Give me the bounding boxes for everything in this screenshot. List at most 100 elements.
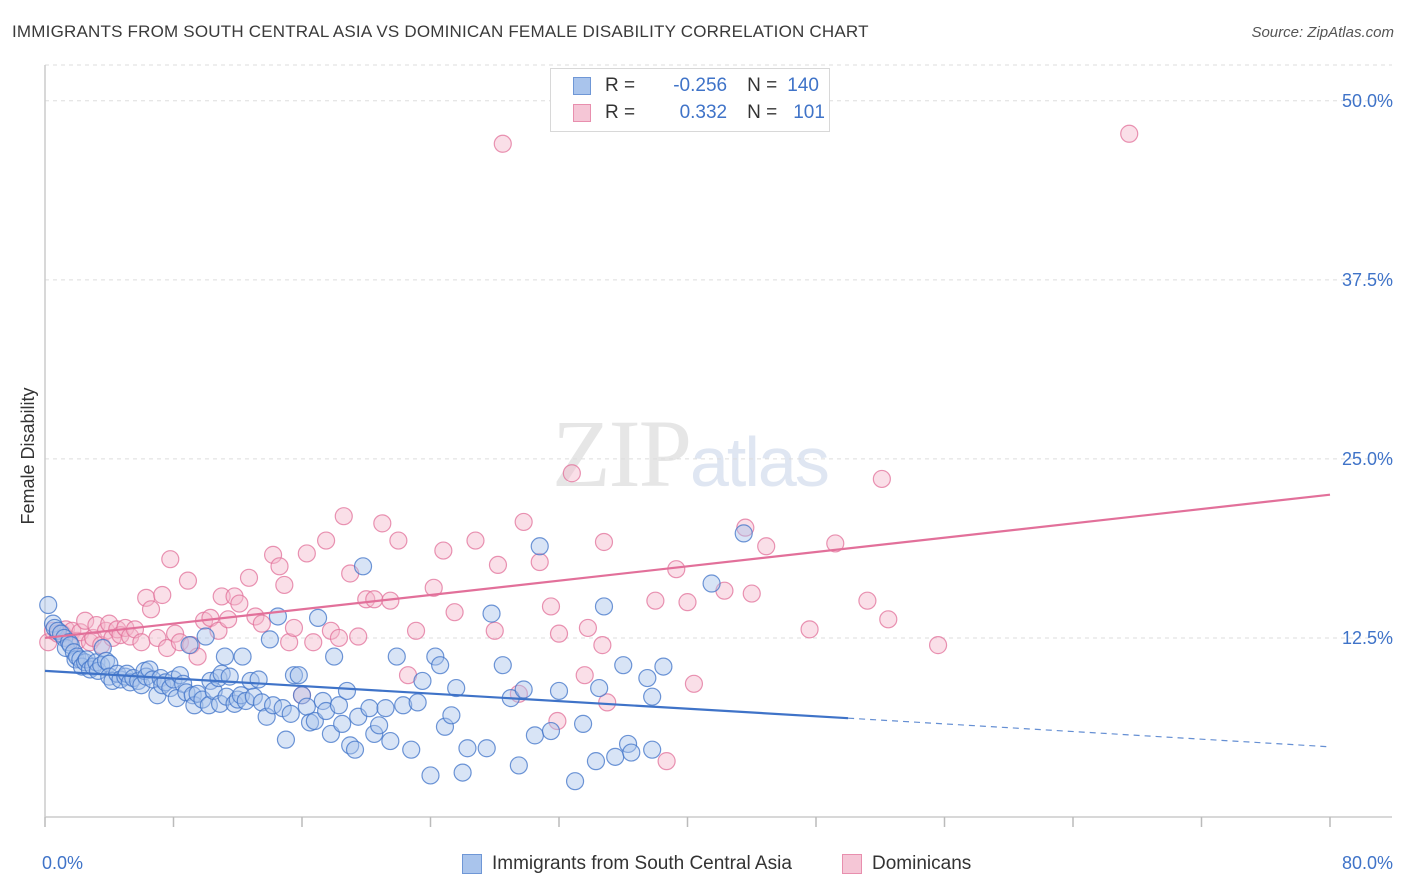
south-central-asia-point — [353, 557, 373, 576]
legend-row-south-central-asia: R = -0.256 N = 140 — [573, 73, 819, 99]
south-central-asia-point — [643, 740, 662, 759]
dominicans-point — [275, 575, 294, 595]
south-central-asia-point — [284, 666, 304, 685]
dominicans-point — [530, 552, 549, 572]
dominicans-point — [219, 610, 238, 629]
dominicans-point — [316, 531, 336, 550]
south-central-asia-point — [281, 704, 300, 723]
bottom-legend-south-central-asia[interactable]: Immigrants from South Central Asia — [462, 851, 792, 877]
dominicans-point — [514, 512, 533, 532]
r-value: 0.332 — [679, 102, 728, 123]
south-central-asia-point — [453, 763, 472, 782]
y-tick-label: 12.5% — [1342, 628, 1393, 648]
south-central-asia-point — [345, 740, 365, 759]
south-central-asia-point — [541, 721, 561, 741]
south-central-asia-point — [413, 671, 432, 691]
legend-label: Immigrants from South Central Asia — [492, 853, 792, 874]
south-central-asia-point — [638, 668, 657, 688]
dominicans-point — [872, 469, 891, 489]
dominicans-trend-line — [44, 493, 1331, 640]
dominicans-point — [239, 568, 259, 587]
r-label: R = — [605, 102, 636, 123]
dominicans-point — [879, 610, 898, 629]
n-value: 101 — [793, 102, 825, 123]
dominicans-point — [270, 557, 289, 576]
dominicans-point — [928, 636, 948, 655]
dominicans-point — [800, 620, 819, 639]
south-central-asia-point — [196, 627, 215, 646]
dominicans-point — [349, 627, 368, 646]
south-central-asia-point — [257, 707, 276, 726]
dominicans-point — [284, 618, 304, 638]
south-central-asia-point — [614, 656, 633, 675]
watermark-zip: ZIP — [552, 400, 692, 507]
south-central-asia-point — [509, 756, 528, 775]
y-tick-label: 25.0% — [1342, 449, 1393, 469]
dominicans-point — [684, 674, 704, 693]
pink-swatch — [842, 854, 862, 874]
dominicans-point — [132, 633, 151, 652]
dominicans-point — [485, 621, 504, 640]
south-central-asia-point — [325, 647, 344, 666]
r-label: R = — [605, 75, 636, 96]
south-central-asia-point — [337, 681, 357, 701]
trend-lines — [44, 493, 1331, 748]
south-central-asia-point — [426, 647, 445, 666]
n-value: 140 — [787, 75, 819, 96]
dominicans-point — [178, 571, 198, 590]
correlation-legend: R = -0.256 N = 140 R = 0.332 N = 101 — [550, 68, 830, 132]
y-tick-label: 37.5% — [1342, 270, 1393, 290]
dominicans-point — [252, 614, 271, 633]
dominicans-point — [493, 134, 512, 153]
x-tick-label: 80.0% — [1342, 853, 1393, 873]
south-central-asia-point — [565, 772, 585, 791]
grid-lines — [45, 64, 1392, 639]
south-central-asia-point — [493, 656, 512, 675]
dominicans-point — [424, 578, 443, 597]
watermark-atlas: atlas — [690, 423, 830, 501]
south-central-asia-point — [329, 696, 349, 715]
south-central-asia-point — [210, 694, 230, 713]
south-central-asia-point — [249, 670, 268, 689]
south-central-asia-point — [408, 693, 427, 712]
source-label[interactable]: Source: ZipAtlas.com — [1251, 24, 1394, 41]
south-central-asia-point — [260, 630, 279, 649]
bottom-legend-dominicans[interactable]: Dominicans — [842, 851, 971, 877]
south-central-asia-point — [530, 537, 549, 556]
dominicans-point — [406, 621, 426, 640]
dominicans-point — [230, 594, 249, 613]
dominicans-point — [757, 537, 776, 556]
y-axis-title: Female Disability — [18, 387, 38, 524]
dominicans-point — [646, 591, 665, 610]
south-central-asia-point — [402, 740, 421, 759]
dominicans-point — [678, 593, 697, 612]
south-central-asia-trend-extension — [848, 717, 1331, 748]
dominicans-point — [858, 591, 877, 610]
dominicans-point — [153, 585, 172, 605]
south-central-asia-point — [215, 647, 234, 666]
blue-swatch — [573, 77, 591, 95]
dominicans-point — [593, 636, 612, 655]
south-central-asia-point — [573, 714, 593, 733]
south-central-asia-point — [435, 717, 455, 736]
watermark: ZIPatlas — [552, 398, 830, 509]
x-tick-label: 0.0% — [42, 853, 83, 873]
south-central-asia-point — [289, 666, 308, 685]
axes — [44, 65, 1392, 827]
dominicans-point — [562, 464, 581, 483]
dominicans-point — [263, 545, 283, 564]
dominicans-point — [488, 555, 508, 575]
dominicans-point — [594, 532, 614, 552]
south-central-asia-point — [308, 608, 328, 627]
south-central-asia-point — [586, 752, 606, 771]
pink-swatch — [573, 104, 591, 122]
legend-label: Dominicans — [872, 853, 972, 874]
south-central-asia-point — [360, 699, 379, 718]
dominicans-point — [297, 544, 316, 563]
dominicans-point — [548, 711, 567, 731]
south-central-asia-point — [606, 747, 625, 766]
south-central-asia-point — [442, 706, 461, 725]
dominicans-point — [212, 587, 231, 606]
dominicans-point — [148, 628, 167, 648]
